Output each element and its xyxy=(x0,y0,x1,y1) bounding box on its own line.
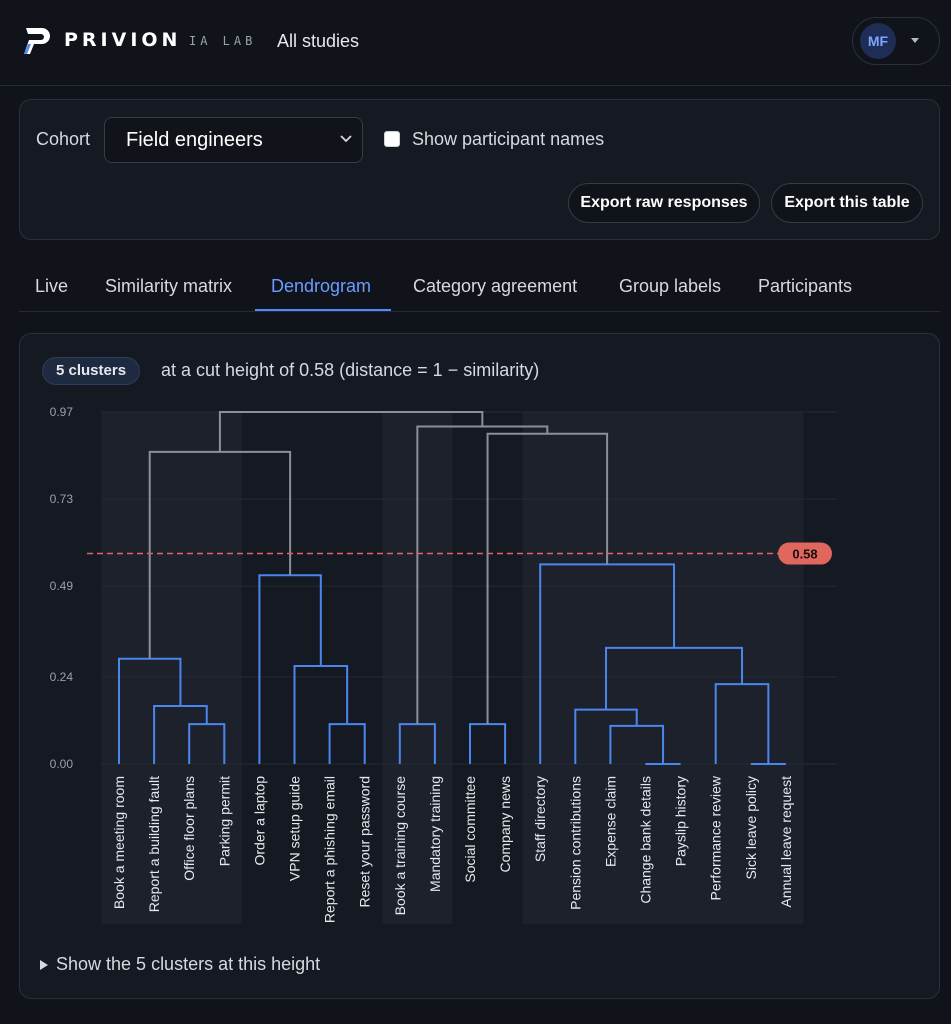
y-tick-label: 0.00 xyxy=(50,757,74,771)
caret-down-icon xyxy=(911,38,919,43)
cut-height-description: at a cut height of 0.58 (distance = 1 − … xyxy=(161,360,540,380)
show-clusters-toggle[interactable]: Show the 5 clusters at this height xyxy=(40,954,320,975)
leaf-label: Company news xyxy=(497,776,513,873)
leaf-label: Performance review xyxy=(708,775,724,900)
export-raw-responses-button[interactable]: Export raw responses xyxy=(568,183,760,223)
leaf-label: Book a meeting room xyxy=(111,776,127,909)
leaf-label: Report a phishing email xyxy=(322,776,338,923)
filter-bar: Cohort Field engineers Show participant … xyxy=(19,99,940,240)
leaf-label: Pension contributions xyxy=(567,776,583,910)
disclosure-triangle-icon xyxy=(40,960,48,970)
y-tick-label: 0.24 xyxy=(50,670,74,684)
leaf-label: Reset your password xyxy=(357,776,373,908)
cut-height-label: 0.58 xyxy=(792,547,817,562)
leaf-label: Social committee xyxy=(462,776,478,883)
brand-subtitle: IA LAB xyxy=(189,34,257,48)
show-names-checkbox[interactable] xyxy=(384,131,400,147)
results-tabs: Live Similarity matrix Dendrogram Catego… xyxy=(19,262,940,312)
show-clusters-label: Show the 5 clusters at this height xyxy=(56,954,321,974)
tab-live[interactable]: Live xyxy=(35,276,69,296)
export-table-button[interactable]: Export this table xyxy=(771,183,923,223)
top-bar: PRIVION IA LAB All studies MF xyxy=(0,0,951,86)
clusters-count-badge: 5 clusters xyxy=(42,357,141,385)
avatar: MF xyxy=(860,23,896,59)
dendrogram-link xyxy=(293,665,349,764)
leaf-label: Expense claim xyxy=(602,776,618,867)
privion-logo-icon[interactable] xyxy=(22,26,54,56)
y-tick-label: 0.97 xyxy=(50,405,74,419)
tab-category-agreement[interactable]: Category agreement xyxy=(413,276,578,296)
tab-dendrogram[interactable]: Dendrogram xyxy=(271,276,372,296)
dendrogram-chart: 0.97 0.73 0.49 0.24 0.00 0.58 Book a meeting r… xyxy=(50,405,837,924)
leaf-label: Annual leave request xyxy=(778,776,794,908)
dendrogram-link xyxy=(258,574,322,764)
dendrogram-link xyxy=(148,450,292,659)
leaf-label: Parking permit xyxy=(216,776,232,866)
dendrogram-panel: 5 clusters at a cut height of 0.58 (dist… xyxy=(19,333,940,999)
leaf-label: Staff directory xyxy=(532,776,548,862)
tab-similarity-matrix[interactable]: Similarity matrix xyxy=(105,276,233,296)
y-tick-label: 0.73 xyxy=(50,492,74,506)
leaf-label: Report a building fault xyxy=(146,776,162,912)
active-tab-indicator xyxy=(255,309,391,311)
dendrogram-link xyxy=(469,723,507,764)
leaf-label: Office floor plans xyxy=(181,776,197,881)
chevron-down-icon xyxy=(340,135,352,143)
leaf-label: Payslip history xyxy=(673,776,689,866)
cohort-select[interactable]: Field engineers xyxy=(104,117,363,163)
dendrogram-link xyxy=(218,411,484,452)
cohort-label: Cohort xyxy=(36,129,91,149)
show-names-label[interactable]: Show participant names xyxy=(412,129,605,149)
dendrogram-link xyxy=(398,723,436,764)
cut-height-pill xyxy=(778,542,832,565)
leaf-label: Book a training course xyxy=(392,776,408,916)
dendrogram-link xyxy=(328,723,366,764)
tab-group-labels[interactable]: Group labels xyxy=(619,276,722,296)
dendrogram-link xyxy=(188,723,226,764)
leaf-label: Order a laptop xyxy=(251,776,267,866)
dendrogram-link xyxy=(416,425,549,725)
leaf-label: Change bank details xyxy=(638,776,654,904)
y-tick-label: 0.49 xyxy=(50,579,74,593)
tab-participants[interactable]: Participants xyxy=(758,276,853,296)
all-studies-link[interactable]: All studies xyxy=(277,31,360,51)
brand-name: PRIVION xyxy=(64,29,182,51)
leaf-label: Sick leave policy xyxy=(743,776,759,880)
user-menu-button[interactable]: MF xyxy=(852,17,940,65)
leaf-label: Mandatory training xyxy=(427,776,443,892)
cohort-select-value: Field engineers xyxy=(126,129,263,151)
cluster-band xyxy=(101,412,242,924)
cluster-band xyxy=(522,412,804,924)
leaf-label: VPN setup guide xyxy=(287,776,303,881)
